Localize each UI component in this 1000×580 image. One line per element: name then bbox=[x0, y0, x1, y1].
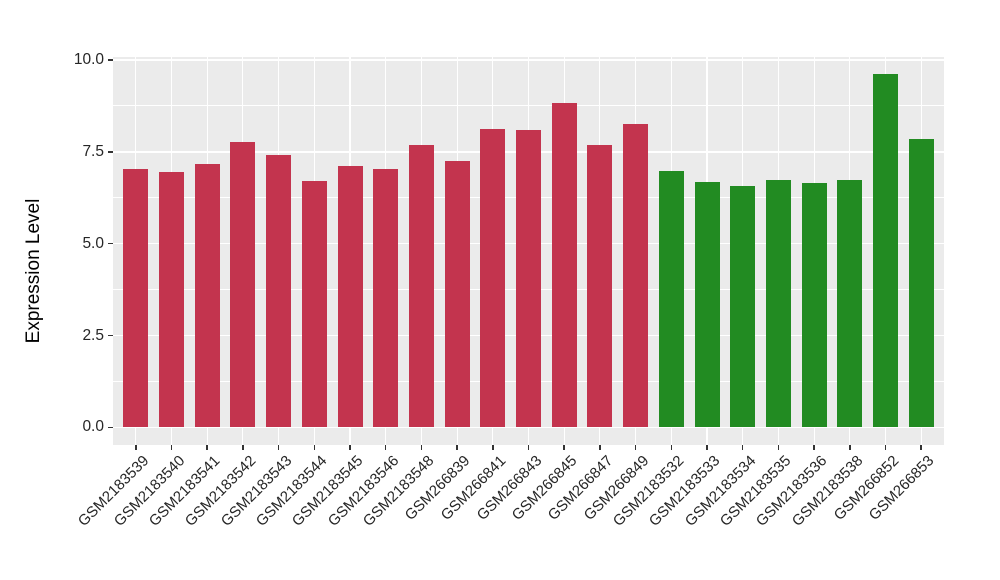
bar-GSM2183542 bbox=[230, 141, 256, 428]
y-tick-label: 0.0 bbox=[82, 418, 104, 436]
x-tick-mark bbox=[849, 445, 851, 450]
bar-GSM2183535 bbox=[765, 179, 791, 428]
bar-GSM2183548 bbox=[408, 145, 434, 428]
x-tick-mark bbox=[777, 445, 780, 450]
bar-GSM2183536 bbox=[801, 183, 827, 428]
y-tick-label: 5.0 bbox=[82, 234, 104, 252]
x-tick-mark bbox=[170, 445, 173, 450]
x-tick-mark bbox=[492, 445, 494, 450]
bar-GSM266845 bbox=[551, 102, 577, 428]
x-tick-mark bbox=[242, 445, 244, 450]
x-tick-mark bbox=[135, 445, 137, 450]
y-tick-label: 7.5 bbox=[82, 142, 104, 160]
bar-GSM2183533 bbox=[694, 181, 720, 428]
x-tick-mark bbox=[599, 445, 601, 450]
bar-GSM266849 bbox=[623, 123, 649, 428]
x-tick-mark bbox=[706, 445, 708, 450]
bar-GSM2183541 bbox=[194, 164, 220, 428]
bar-GSM2183539 bbox=[123, 169, 149, 428]
bar-GSM266839 bbox=[444, 160, 470, 428]
plot-area bbox=[113, 57, 944, 445]
bar-GSM2183534 bbox=[730, 186, 756, 428]
x-tick-mark bbox=[527, 445, 530, 450]
bar-GSM2183540 bbox=[159, 172, 184, 428]
y-tick-label: 10.0 bbox=[73, 50, 104, 68]
y-tick-label: 2.5 bbox=[82, 326, 104, 344]
x-tick-mark bbox=[277, 445, 280, 450]
bar-GSM2183538 bbox=[837, 180, 863, 428]
bar-GSM2183532 bbox=[658, 170, 684, 428]
bar-GSM266852 bbox=[873, 73, 898, 428]
y-axis-title: Expression Level bbox=[23, 198, 44, 344]
y-tick-mark bbox=[108, 334, 113, 337]
bar-GSM2183543 bbox=[266, 154, 292, 428]
bar-GSM266853 bbox=[908, 138, 934, 428]
bar-GSM266843 bbox=[516, 130, 541, 428]
bar-GSM266841 bbox=[480, 129, 506, 428]
y-tick-mark bbox=[108, 151, 113, 153]
x-tick-mark bbox=[456, 445, 458, 450]
y-tick-mark bbox=[108, 59, 113, 61]
bar-GSM2183546 bbox=[373, 168, 399, 428]
x-tick-mark bbox=[670, 445, 673, 450]
x-tick-mark bbox=[813, 445, 815, 450]
x-tick-mark bbox=[420, 445, 423, 450]
x-tick-mark bbox=[206, 445, 208, 450]
x-tick-mark bbox=[563, 445, 565, 450]
x-tick-mark bbox=[920, 445, 922, 450]
bar-GSM2183545 bbox=[337, 165, 363, 428]
x-tick-mark bbox=[349, 445, 351, 450]
y-tick-mark bbox=[108, 242, 113, 245]
x-tick-mark bbox=[741, 445, 744, 450]
x-tick-mark bbox=[884, 445, 887, 450]
x-tick-mark bbox=[634, 445, 637, 450]
y-tick-mark bbox=[108, 426, 113, 429]
x-tick-mark bbox=[384, 445, 387, 450]
bar-GSM266847 bbox=[587, 144, 613, 428]
bar-GSM2183544 bbox=[301, 181, 327, 428]
x-tick-mark bbox=[313, 445, 316, 450]
